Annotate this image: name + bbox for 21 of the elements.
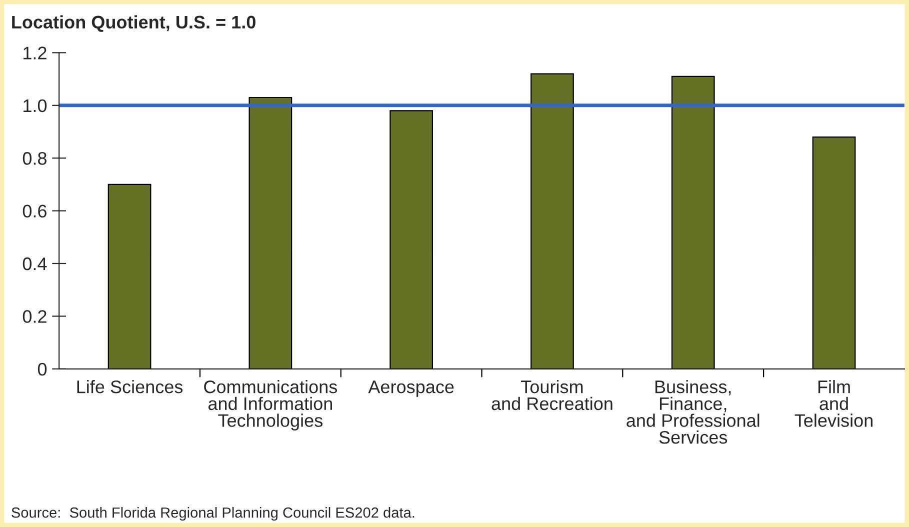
- y-tick-label: 0: [38, 362, 47, 376]
- x-tick-label: Aerospace: [368, 380, 454, 397]
- x-tick-label: Life Sciences: [77, 380, 183, 394]
- y-tick-label: 1.0: [24, 99, 47, 112]
- bar: [108, 184, 152, 369]
- bar: [248, 96, 292, 369]
- y-tick-label: 0.4: [22, 257, 47, 270]
- bar: [671, 76, 715, 369]
- x-tick-label: Tourism and Recreation: [492, 380, 612, 410]
- source-note: Source: South Florida Regional Planning Council ES202 data.: [12, 507, 414, 521]
- y-tick-label: 0.6: [22, 204, 46, 218]
- x-tick-label: Film and Television: [794, 380, 872, 427]
- y-tick-label: 0.8: [22, 152, 46, 165]
- bar: [390, 110, 434, 369]
- x-tick-label: Communications and Information Technologies: [204, 380, 338, 431]
- chart-title: Location Quotient, U.S. = 1.0: [12, 15, 256, 32]
- x-tick-label: Business, Finance, and Professional Services: [626, 380, 760, 444]
- bar: [812, 136, 856, 369]
- y-tick-label: 1.2: [24, 46, 46, 60]
- bar: [530, 73, 574, 369]
- y-tick-label: 0.2: [22, 310, 46, 323]
